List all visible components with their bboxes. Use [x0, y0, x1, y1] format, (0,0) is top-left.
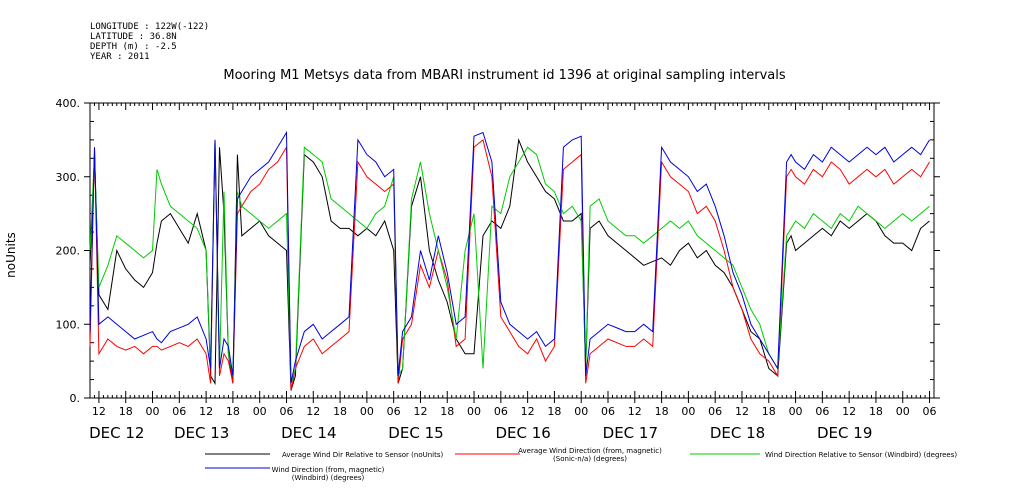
- y-tick-label: 100.: [56, 318, 81, 331]
- x-tick-label: 06: [279, 405, 293, 418]
- x-tick-label: 18: [119, 405, 133, 418]
- x-tick-label: 06: [708, 405, 722, 418]
- x-tick-label: 12: [306, 405, 320, 418]
- x-tick-label: 12: [413, 405, 427, 418]
- location-metadata: LONGITUDE : 122W(-122) LATITUDE : 36.8N …: [90, 22, 209, 62]
- x-tick-label: 18: [762, 405, 776, 418]
- longitude-line: LONGITUDE : 122W(-122): [90, 22, 210, 32]
- x-tick-label: 12: [842, 405, 856, 418]
- x-tick-label: 06: [494, 405, 508, 418]
- y-tick-label: 0.: [70, 392, 81, 405]
- legend-label-1: Average Wind Direction (from, magnetic) …: [518, 447, 662, 463]
- latitude-line: LATITUDE : 36.8N: [90, 32, 177, 42]
- x-tick-label: 06: [601, 405, 615, 418]
- x-day-label: DEC 16: [495, 424, 550, 442]
- depth-line: DEPTH (m) : -2.5: [90, 42, 177, 52]
- x-tick-label: 12: [199, 405, 213, 418]
- x-tick-label: 00: [253, 405, 267, 418]
- x-tick-label: 18: [226, 405, 240, 418]
- legend-label-0: Average Wind Dir Relative to Sensor (noU…: [282, 451, 444, 459]
- x-tick-label: 00: [574, 405, 588, 418]
- x-tick-label: 12: [92, 405, 106, 418]
- x-tick-label: 18: [869, 405, 883, 418]
- x-tick-label: 12: [735, 405, 749, 418]
- chart-title: Mooring M1 Metsys data from MBARI instru…: [223, 68, 786, 83]
- x-tick-label: 06: [815, 405, 829, 418]
- y-tick-label: 400.: [56, 97, 81, 110]
- x-tick-label: 00: [467, 405, 481, 418]
- x-tick-label: 06: [923, 405, 937, 418]
- x-tick-label: 00: [789, 405, 803, 418]
- x-tick-label: 18: [547, 405, 561, 418]
- x-day-label: DEC 13: [174, 424, 229, 442]
- x-day-label: DEC 17: [603, 424, 658, 442]
- x-tick-label: 12: [521, 405, 535, 418]
- x-tick-label: 00: [896, 405, 910, 418]
- x-tick-label: 06: [387, 405, 401, 418]
- x-tick-label: 18: [440, 405, 454, 418]
- y-tick-label: 300.: [56, 171, 81, 184]
- x-tick-label: 18: [655, 405, 669, 418]
- x-day-label: DEC 18: [710, 424, 765, 442]
- x-tick-label: 00: [360, 405, 374, 418]
- x-tick-label: 12: [628, 405, 642, 418]
- x-tick-label: 18: [333, 405, 347, 418]
- x-day-label: DEC 19: [817, 424, 872, 442]
- legend-label-3: Wind Direction (from, magnetic) (Windbir…: [271, 466, 385, 482]
- series-line-3: [89, 130, 930, 384]
- x-tick-label: 06: [172, 405, 186, 418]
- legend-label-2: Wind Direction Relative to Sensor (Windb…: [765, 451, 958, 459]
- x-day-label: DEC 15: [388, 424, 443, 442]
- x-tick-label: 00: [681, 405, 695, 418]
- year-line: YEAR : 2011: [90, 52, 150, 62]
- x-day-label: DEC 14: [281, 424, 336, 442]
- plot-frame: [89, 102, 935, 399]
- x-day-label: DEC 12: [89, 424, 144, 442]
- y-tick-label: 200.: [56, 245, 81, 258]
- x-tick-label: 00: [146, 405, 160, 418]
